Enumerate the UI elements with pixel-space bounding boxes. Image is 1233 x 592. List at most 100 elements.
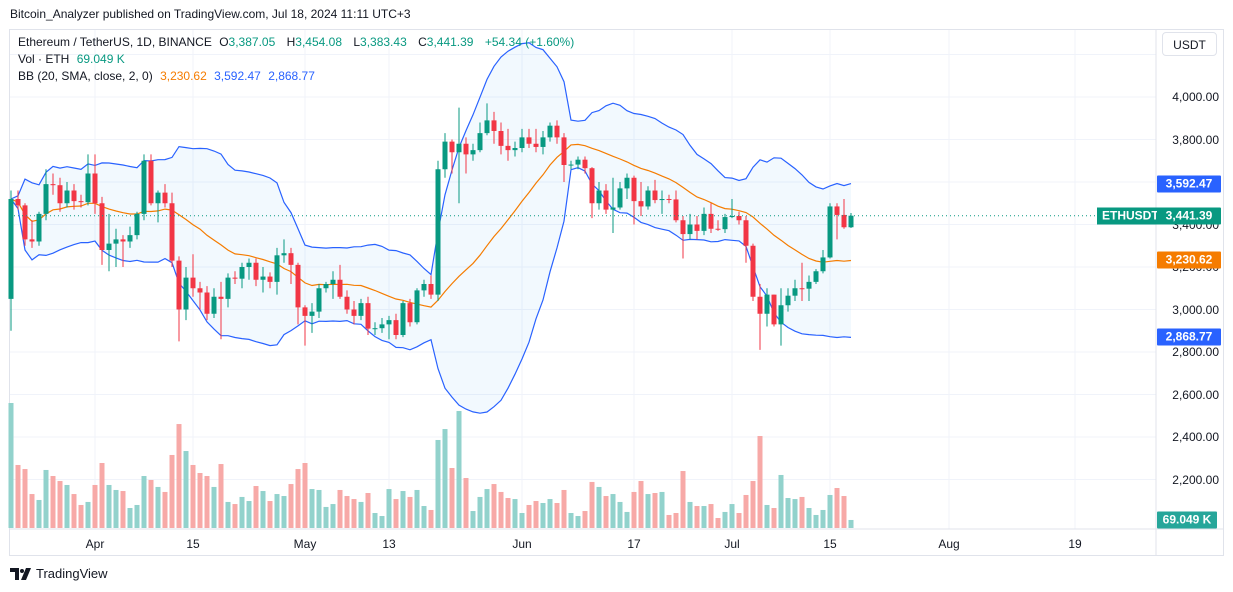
candle-body	[547, 125, 553, 138]
candle-body	[568, 164, 574, 166]
candle-body	[57, 185, 63, 204]
candle	[379, 318, 385, 333]
change-value: +54.34 (+1.60%)	[484, 35, 575, 49]
volume-bars	[8, 403, 854, 528]
tradingview-logo[interactable]: TradingView	[10, 566, 108, 581]
candle-body	[22, 205, 28, 240]
candle-body	[820, 257, 826, 272]
candle	[274, 247, 280, 295]
candle	[610, 177, 616, 233]
volume-bar	[519, 513, 525, 528]
candle	[176, 256, 182, 342]
volume-bar	[134, 504, 140, 528]
candle-body	[435, 169, 441, 295]
volume-bar	[729, 504, 735, 528]
candle	[204, 286, 210, 321]
candle-body	[78, 201, 84, 203]
candle-body	[806, 281, 812, 289]
candle	[533, 128, 539, 153]
volume-bar	[771, 508, 777, 528]
candle-body	[148, 160, 154, 204]
candle-body	[638, 201, 644, 207]
volume-bar	[722, 511, 728, 528]
candle-body	[603, 190, 609, 210]
candle	[568, 160, 574, 170]
candle-body	[29, 239, 35, 242]
volume-bar	[92, 484, 98, 528]
price-tick-label: 4,000.00	[1172, 90, 1219, 104]
candle	[330, 271, 336, 299]
candle	[43, 169, 49, 221]
volume-bar	[288, 484, 294, 528]
volume-bar	[358, 501, 364, 528]
volume-bar	[540, 503, 546, 528]
volume-bar	[631, 491, 637, 528]
candle	[561, 133, 567, 182]
candle-body	[15, 199, 21, 206]
bb-lower-line	[10, 167, 852, 414]
candle	[225, 273, 231, 308]
candle	[29, 220, 35, 248]
volume-label[interactable]: Vol · ETH	[18, 52, 70, 66]
candle-body	[624, 177, 630, 189]
candle-body	[407, 303, 413, 323]
candle	[673, 190, 679, 223]
candle	[414, 288, 420, 325]
candle	[365, 296, 371, 335]
candle	[57, 177, 63, 212]
bb-upper-value: 3,592.47	[214, 69, 261, 83]
candle-body	[211, 296, 217, 314]
candle-body	[372, 328, 378, 330]
volume-bar	[603, 496, 609, 528]
volume-bar	[533, 501, 539, 528]
volume-bar	[505, 498, 511, 528]
candle	[827, 203, 833, 259]
time-tick-label: 15	[186, 537, 200, 551]
volume-bar	[736, 513, 742, 528]
candle-body	[99, 203, 105, 250]
candle-body	[666, 199, 672, 200]
candle-body	[393, 320, 399, 335]
legend-symbol[interactable]: Ethereum / TetherUS, 1D, BINANCE	[18, 35, 212, 49]
candle	[589, 167, 595, 219]
candle-body	[379, 324, 385, 329]
volume-bar	[141, 476, 147, 528]
candle	[799, 262, 805, 301]
price-tick-label: 2,800.00	[1172, 345, 1219, 359]
candle-body	[8, 199, 14, 299]
candle	[771, 294, 777, 327]
candle	[36, 211, 42, 246]
volume-bar	[50, 476, 56, 528]
candle	[743, 216, 749, 263]
candle-body	[169, 203, 175, 261]
candle	[680, 216, 686, 259]
candle-body	[533, 143, 539, 147]
time-tick-label: May	[293, 537, 317, 551]
volume-bar	[260, 491, 266, 528]
candle-body	[351, 309, 357, 316]
low-value: 3,383.43	[360, 35, 407, 49]
volume-bar	[827, 494, 833, 528]
candle	[617, 182, 623, 210]
candle	[582, 156, 588, 174]
volume-bar	[120, 491, 126, 528]
currency-button[interactable]: USDT	[1162, 32, 1217, 56]
volume-badge: 69.049 K	[1157, 511, 1217, 529]
volume-bar	[169, 454, 175, 528]
candle	[260, 267, 266, 293]
candle	[337, 264, 343, 299]
volume-bar	[813, 514, 819, 528]
time-tick-label: Apr	[85, 537, 105, 551]
price-tick-label: 2,400.00	[1172, 430, 1219, 444]
candle-body	[36, 213, 42, 242]
candle-body	[743, 220, 749, 246]
candle	[449, 139, 455, 174]
volume-bar	[624, 511, 630, 528]
volume-value: 69.049 K	[76, 52, 125, 66]
candle-body	[519, 137, 525, 148]
bb-label[interactable]: BB (20, SMA, close, 2, 0)	[18, 69, 153, 83]
candle-body	[225, 277, 231, 299]
price-tick-label: 2,200.00	[1172, 472, 1219, 487]
candle-body	[575, 159, 581, 165]
